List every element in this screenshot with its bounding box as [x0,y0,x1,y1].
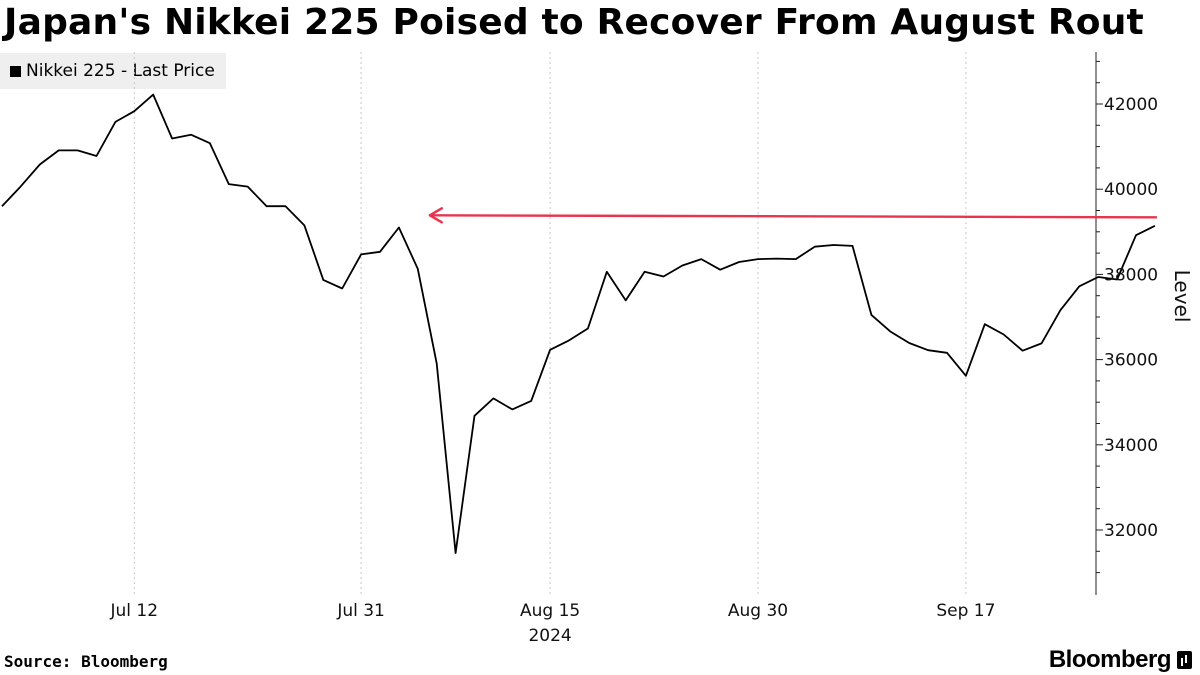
x-tick-label: Jul 31 [336,601,385,621]
y-tick-label: 32000 [1104,521,1158,541]
chart-title: Japan's Nikkei 225 Poised to Recover Fro… [4,2,1144,43]
x-tick-label: Aug 15 [520,601,580,621]
y-tick-label: 42000 [1104,95,1158,115]
legend-label: Nikkei 225 - Last Price [26,61,215,81]
recovery-arrow-head [428,207,443,224]
recovery-arrow-shaft [431,214,1157,219]
y-tick-label: 36000 [1104,351,1158,371]
legend: Nikkei 225 - Last Price [0,53,226,89]
x-year-label: 2024 [528,626,571,646]
y-axis-title: Level [1170,270,1194,323]
x-tick-label: Aug 30 [728,601,788,621]
y-tick-label: 34000 [1104,436,1158,456]
x-tick-label: Jul 12 [110,601,159,621]
bloomberg-chart-icon [1177,651,1192,669]
legend-swatch [10,65,21,77]
y-tick-label: 38000 [1104,265,1158,285]
brand-wordmark: Bloomberg [1048,646,1172,673]
series-line-nikkei-225 [1,93,1156,554]
y-tick-label: 40000 [1104,180,1158,200]
x-tick-label: Sep 17 [936,601,995,621]
source-note: Source: Bloomberg [4,652,168,671]
brand-logo: Bloomberg [1049,646,1192,674]
